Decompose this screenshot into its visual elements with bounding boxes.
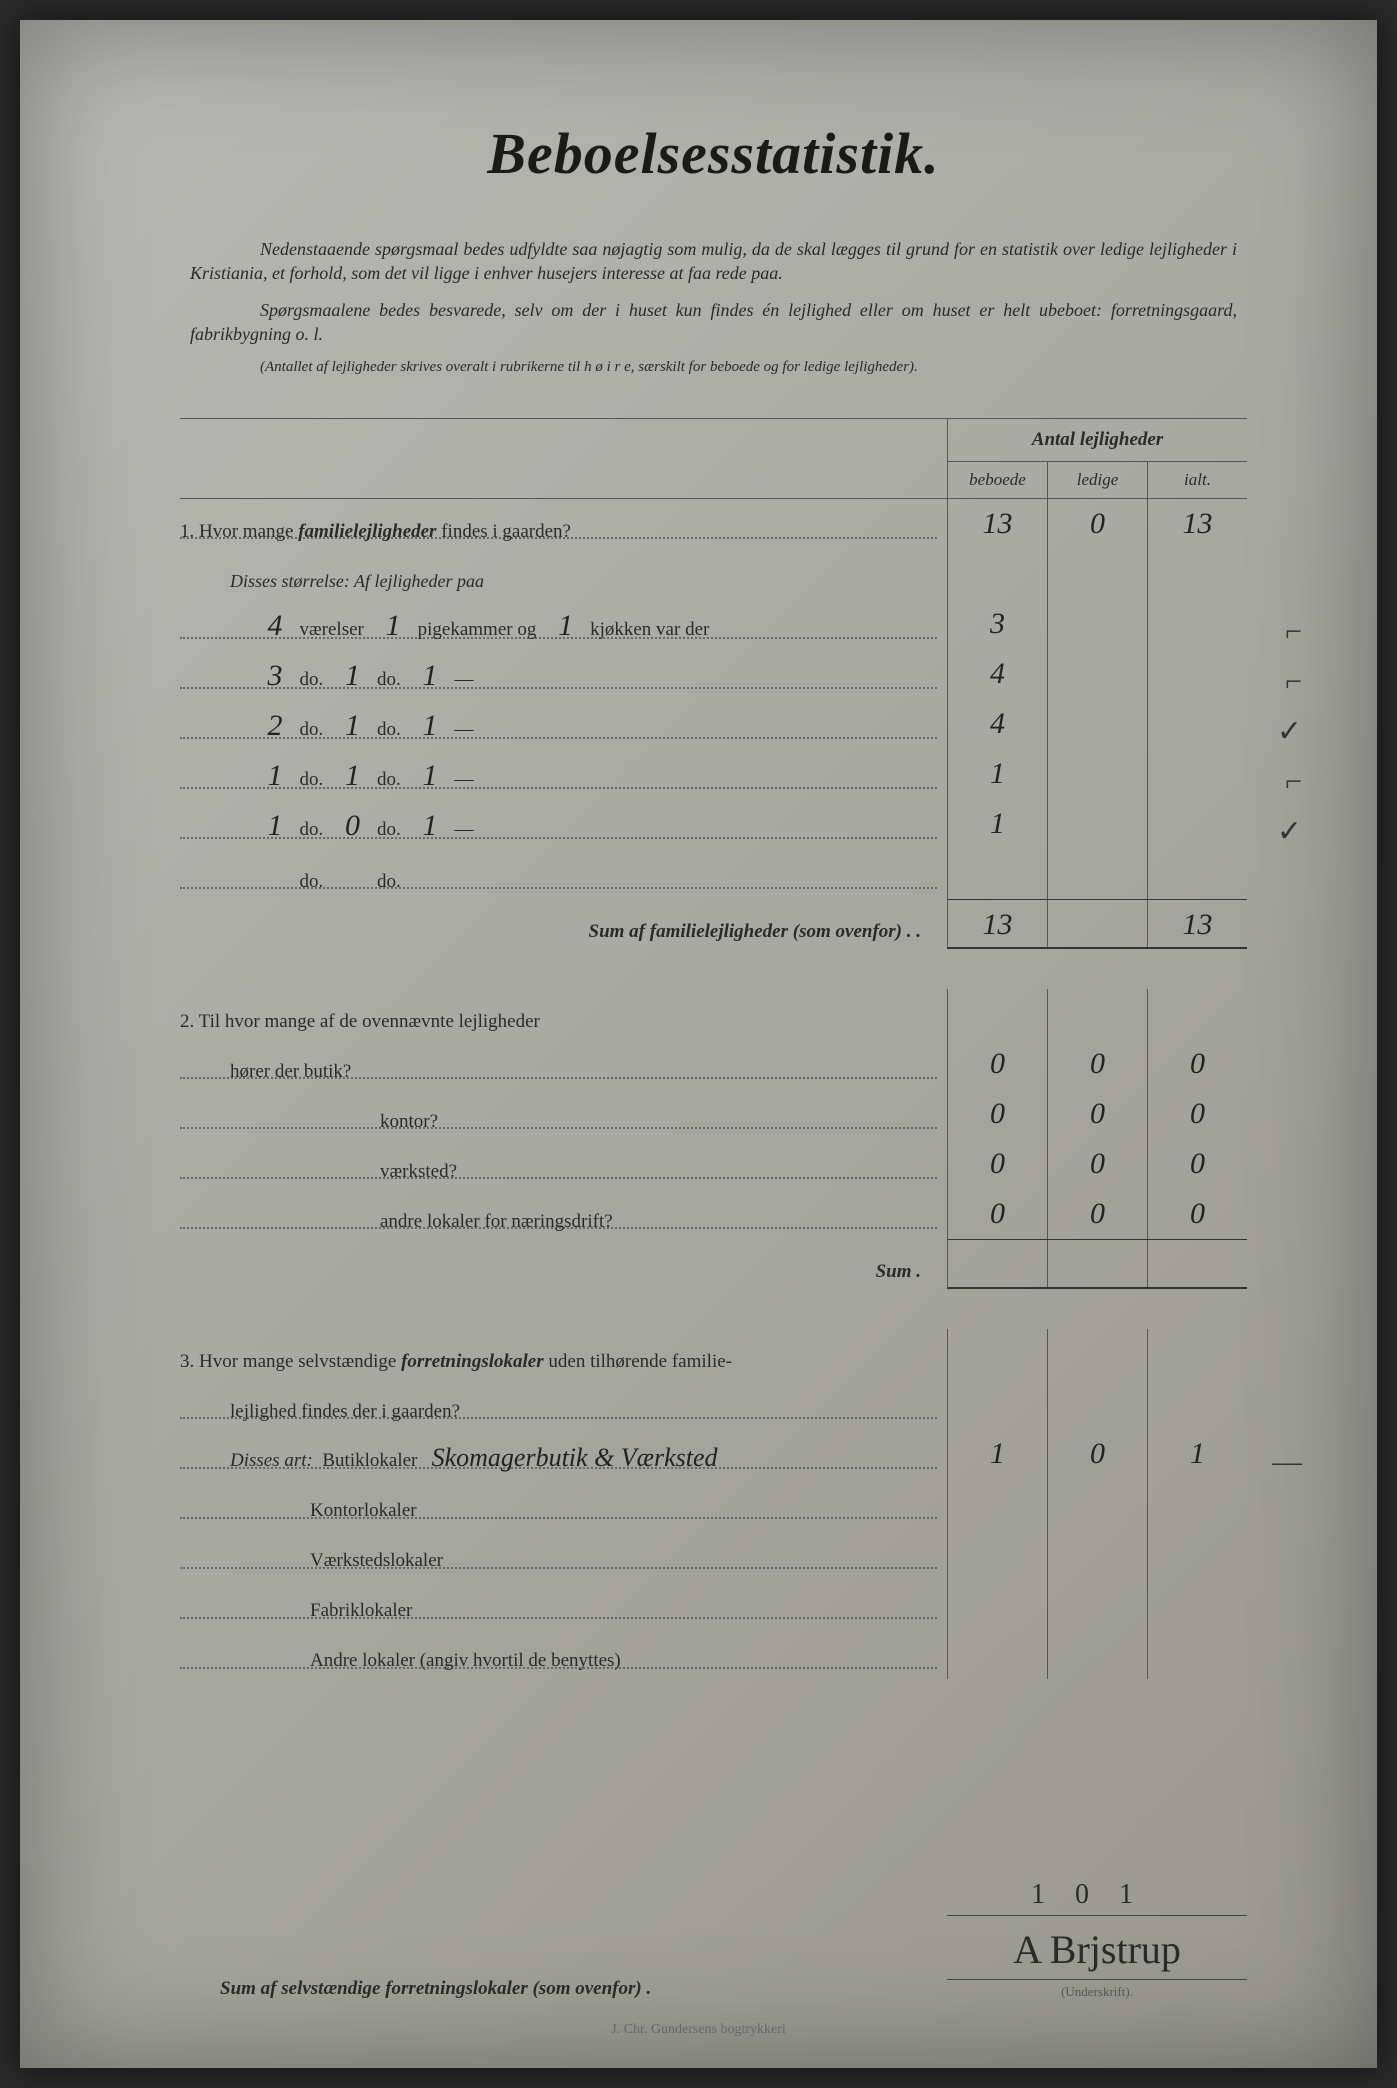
- q2-row: værksted? 0 0 0: [180, 1139, 1247, 1189]
- size-row: do. do.: [180, 849, 1247, 899]
- margin-mark: ✓: [1277, 714, 1302, 749]
- margin-mark: —: [1272, 1445, 1302, 1479]
- q2-row: andre lokaler for næringsdrift? 0 0 0: [180, 1189, 1247, 1239]
- table-header: Antal lejligheder beboede ledige ialt.: [180, 418, 1247, 499]
- q3-line2: lejlighed findes der i gaarden?: [180, 1379, 1247, 1429]
- final-sum-values: 101: [947, 1879, 1247, 1916]
- signature: A Brjstrup: [947, 1920, 1247, 1980]
- header-title: Antal lejligheder: [948, 419, 1247, 462]
- printer-credit: J. Chr. Gundersens bogtrykkeri: [20, 2022, 1377, 2038]
- q1-size-intro: Disses størrelse: Af lejligheder paa: [180, 549, 1247, 599]
- margin-mark: ⌐: [1285, 665, 1302, 699]
- q1-beboede: 13: [948, 499, 1048, 549]
- q1-ledige: 0: [1048, 499, 1148, 549]
- q2-row: hører der butik? 0 0 0: [180, 1039, 1247, 1089]
- margin-mark: ✓: [1277, 814, 1302, 849]
- q3-row: Disses art: Butiklokaler Skomagerbutik &…: [180, 1429, 1247, 1479]
- q3-row: Kontorlokaler: [180, 1479, 1247, 1529]
- intro-paragraph-2: Spørgsmaalene bedes besvarede, selv om d…: [180, 298, 1247, 347]
- col-ledige: ledige: [1048, 462, 1148, 498]
- size-row: 1 do. 1 do. 1 — 1 ⌐: [180, 749, 1247, 799]
- size-row: 2 do. 1 do. 1 — 4 ✓: [180, 699, 1247, 749]
- size-row: 1 do. 0 do. 1 — 1 ✓: [180, 799, 1247, 849]
- q1-sum: Sum af familielejligheder (som ovenfor) …: [180, 899, 1247, 949]
- size-row: 3 do. 1 do. 1 — 4 ⌐: [180, 649, 1247, 699]
- q3-line1: 3. Hvor mange selvstændige forretningslo…: [180, 1329, 1247, 1379]
- col-beboede: beboede: [948, 462, 1048, 498]
- col-ialt: ialt.: [1148, 462, 1247, 498]
- q1-ialt: 13: [1148, 499, 1247, 549]
- intro-note: (Antallet af lejligheder skrives overalt…: [180, 358, 1247, 378]
- q2-row: kontor? 0 0 0: [180, 1089, 1247, 1139]
- margin-mark: ⌐: [1285, 615, 1302, 649]
- signature-caption: (Underskrift).: [947, 1984, 1247, 2000]
- q2-sum: Sum .: [180, 1239, 1247, 1289]
- q3-row: Værkstedslokaler: [180, 1529, 1247, 1579]
- form-table: Antal lejligheder beboede ledige ialt. 1…: [180, 418, 1247, 1679]
- document-page: Beboelsesstatistik. Nedenstaaende spørgs…: [20, 20, 1377, 2068]
- intro-paragraph-1: Nedenstaaende spørgsmaal bedes udfyldte …: [180, 237, 1247, 286]
- q2-header: 2. Til hvor mange af de ovennævnte lejli…: [180, 989, 1247, 1039]
- size-row: 4 værelser 1 pigekammer og 1 kjøkken var…: [180, 599, 1247, 649]
- q3-row: Andre lokaler (angiv hvortil de benyttes…: [180, 1629, 1247, 1679]
- q1-row: 1. Hvor mange familielejligheder findes …: [180, 499, 1247, 549]
- page-title: Beboelsesstatistik.: [180, 120, 1247, 187]
- q3-row: Fabriklokaler: [180, 1579, 1247, 1629]
- signature-area: Sum af selvstændige forretningslokaler (…: [180, 1879, 1247, 2000]
- margin-mark: ⌐: [1285, 765, 1302, 799]
